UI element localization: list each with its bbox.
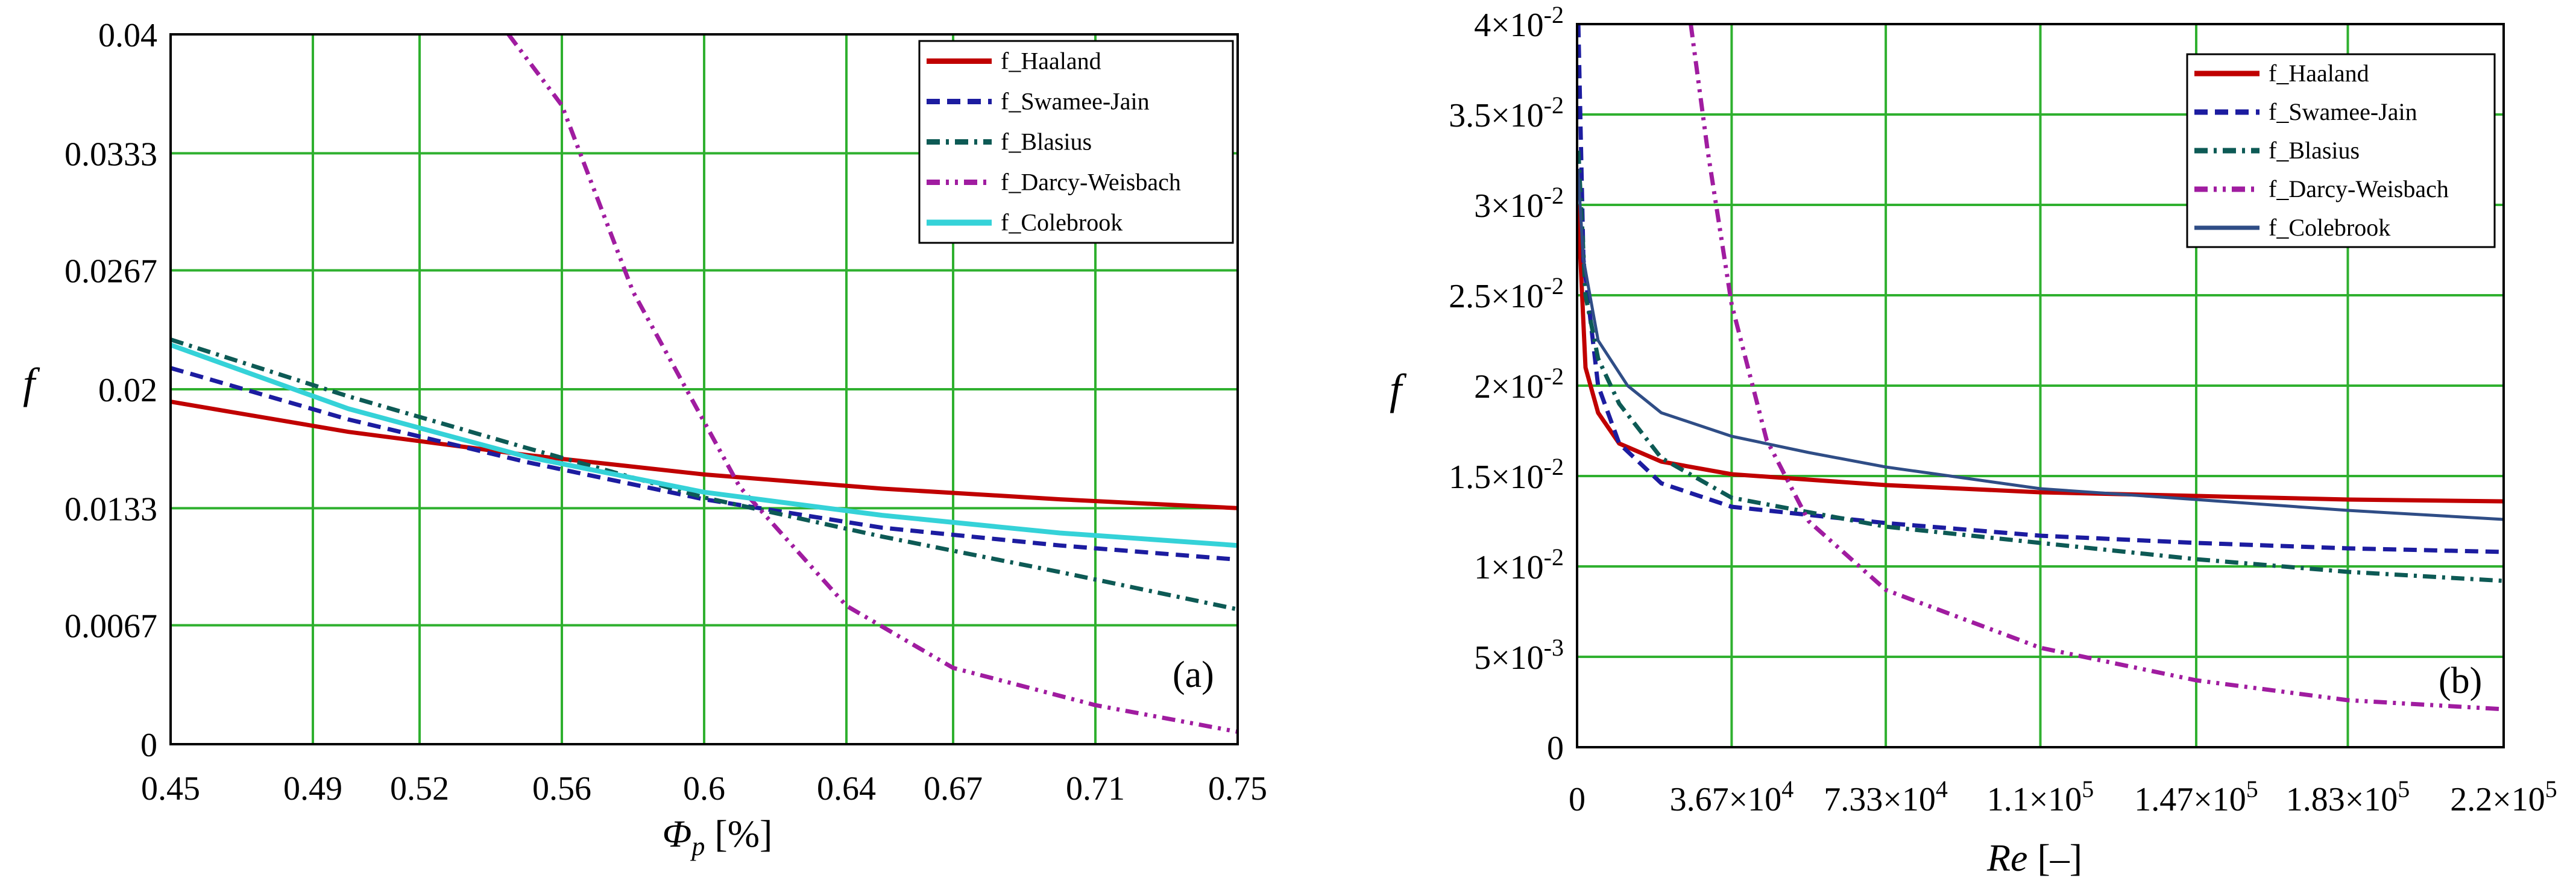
x-tick-label: 3.67×104: [1670, 776, 1794, 818]
x-tick-label: 0.52: [390, 770, 449, 807]
y-tick-label: 0.0133: [65, 491, 157, 528]
x-axis-title: Φp [%]: [663, 812, 773, 861]
series-line-f-colebrook: [171, 342, 1238, 548]
series-group: [1577, 24, 2504, 712]
legend-label: f_Swamee-Jain: [2269, 98, 2417, 125]
legend-label: f_Colebrook: [1001, 209, 1123, 236]
x-tick-label: 0.56: [532, 770, 591, 807]
plot-frame: [1576, 23, 2505, 748]
y-tick-label: 2×10-2: [1474, 363, 1564, 406]
x-tick-label: 1.83×105: [2286, 776, 2410, 818]
y-tick-label: 0.0333: [65, 136, 157, 173]
series-line-f-blasius: [171, 337, 1238, 612]
x-tick-label: 1.47×105: [2134, 776, 2258, 818]
x-tick-label: 0.71: [1066, 770, 1125, 807]
x-tick-label: 0.45: [141, 770, 200, 807]
series-group: [171, 34, 1238, 734]
y-tick-label: 2.5×10-2: [1449, 272, 1564, 315]
series-line-f-colebrook: [1577, 168, 2504, 521]
series-line-f-haaland: [171, 400, 1238, 510]
y-tick-label: 0.0067: [65, 608, 157, 645]
chart-panel-b: 0 3.67×104 7.33×104 1.1×105 1.47×105 1.83×105…: [1390, 1, 2557, 879]
legend-label: f_Haaland: [2269, 60, 2369, 87]
legend-label: f_Darcy-Weisbach: [1001, 169, 1181, 196]
x-tick-label: 0.64: [817, 770, 876, 807]
panel-label: (b): [2439, 660, 2482, 701]
series-line-f-darcy-weisbach: [506, 34, 1238, 734]
y-tick-label: 3×10-2: [1474, 182, 1564, 225]
x-tick-label: 0.49: [283, 770, 342, 807]
y-tick-label: 1.5×10-2: [1449, 453, 1564, 496]
legend-label: f_Colebrook: [2269, 214, 2390, 241]
y-tick-label: 5×10-3: [1474, 634, 1564, 677]
y-axis-title: f: [23, 359, 40, 407]
x-tick-label: 2.2×105: [2450, 776, 2557, 818]
x-tick-label: 7.33×104: [1824, 776, 1948, 818]
legend-label: f_Swamee-Jain: [1001, 88, 1150, 115]
legend-label: f_Haaland: [1001, 48, 1101, 75]
y-tick-label: 1×10-2: [1474, 544, 1564, 586]
y-tick-label: 0.04: [98, 17, 157, 54]
legend-label: f_Darcy-Weisbach: [2269, 175, 2449, 202]
x-tick-label: 0.6: [683, 770, 725, 807]
series-line-f-swamee-jain: [171, 366, 1238, 562]
series-line-f-swamee-jain: [1577, 24, 2504, 554]
legend-box: [918, 40, 1234, 244]
series-line-f-haaland: [1577, 204, 2504, 504]
legend-box: [2186, 53, 2496, 248]
x-tick-label: 0.75: [1208, 770, 1267, 807]
legend-label: f_Blasius: [2269, 137, 2360, 164]
legend-label: f_Blasius: [1001, 128, 1092, 155]
y-tick-label: 0.02: [98, 372, 157, 409]
x-tick-label: 0.67: [924, 770, 983, 807]
x-tick-label: 1.1×105: [1987, 776, 2094, 818]
panel-label: (a): [1173, 654, 1214, 695]
legend: f_Haaland f_Swamee-Jain f_Blasius f_Darcy-W…: [2186, 53, 2496, 248]
series-line-f-blasius: [1577, 150, 2504, 583]
y-tick-label: 4×10-2: [1474, 1, 1564, 44]
y-tick-label: 0.0267: [65, 253, 157, 290]
y-tick-label: 3.5×10-2: [1449, 92, 1564, 134]
chart-panel-a: 0.45 0.49 0.52 0.56 0.6 0.64 0.67 0.71 0.75 0 0.00…: [23, 17, 1267, 861]
x-axis-title: Re [–]: [1986, 836, 2082, 879]
x-tick-label: 0: [1569, 781, 1586, 818]
y-tick-label: 0: [140, 727, 157, 764]
plot-frame: [169, 33, 1239, 745]
legend: f_Haaland f_Swamee-Jain f_Blasius f_Darcy-W…: [918, 40, 1234, 244]
series-line-f-darcy-weisbach: [1689, 24, 2504, 712]
y-axis-title: f: [1390, 365, 1407, 413]
y-tick-label: 0: [1547, 730, 1564, 767]
